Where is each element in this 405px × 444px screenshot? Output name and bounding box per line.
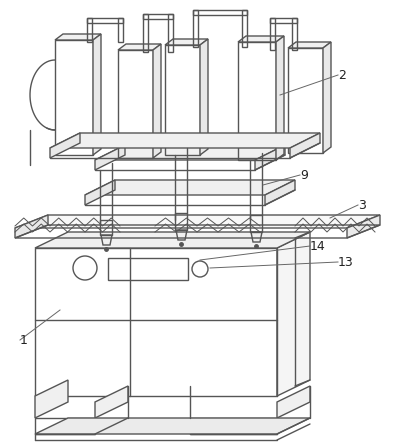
Polygon shape bbox=[347, 215, 380, 238]
Bar bbox=[143, 14, 173, 19]
Bar bbox=[55, 40, 93, 155]
Bar bbox=[87, 18, 123, 23]
Bar bbox=[118, 18, 123, 42]
Bar bbox=[100, 220, 112, 235]
Polygon shape bbox=[15, 215, 48, 238]
Bar bbox=[35, 248, 277, 396]
Text: 14: 14 bbox=[310, 239, 326, 253]
Polygon shape bbox=[276, 36, 284, 160]
Polygon shape bbox=[290, 133, 320, 158]
Polygon shape bbox=[118, 44, 161, 50]
Bar bbox=[238, 42, 276, 160]
Bar bbox=[108, 258, 188, 280]
Polygon shape bbox=[277, 386, 310, 418]
Polygon shape bbox=[95, 386, 128, 418]
Bar bbox=[168, 14, 173, 52]
Polygon shape bbox=[93, 34, 101, 155]
Bar bbox=[87, 18, 92, 42]
Text: 2: 2 bbox=[338, 68, 346, 82]
Bar bbox=[165, 45, 200, 155]
Polygon shape bbox=[238, 36, 284, 42]
Polygon shape bbox=[277, 232, 310, 396]
Polygon shape bbox=[165, 39, 208, 45]
Polygon shape bbox=[265, 180, 295, 205]
Polygon shape bbox=[50, 133, 320, 148]
Polygon shape bbox=[55, 34, 101, 40]
Polygon shape bbox=[95, 145, 125, 170]
Bar bbox=[118, 50, 153, 158]
Text: 13: 13 bbox=[338, 255, 354, 269]
Polygon shape bbox=[323, 42, 331, 153]
Bar bbox=[190, 418, 277, 434]
Polygon shape bbox=[200, 39, 208, 155]
Text: 9: 9 bbox=[300, 169, 308, 182]
Polygon shape bbox=[153, 44, 161, 158]
Polygon shape bbox=[35, 418, 310, 434]
Text: 1: 1 bbox=[20, 333, 28, 346]
Polygon shape bbox=[15, 215, 380, 228]
Polygon shape bbox=[95, 145, 285, 160]
Bar bbox=[175, 213, 187, 230]
Bar bbox=[35, 418, 95, 434]
Bar bbox=[270, 18, 275, 50]
Text: 3: 3 bbox=[358, 198, 366, 211]
Bar bbox=[193, 10, 247, 15]
Bar bbox=[292, 18, 297, 50]
Polygon shape bbox=[35, 232, 310, 248]
Polygon shape bbox=[85, 180, 115, 205]
Polygon shape bbox=[85, 180, 295, 195]
Bar bbox=[242, 10, 247, 47]
Bar bbox=[143, 14, 148, 52]
Bar bbox=[270, 18, 297, 23]
Bar bbox=[250, 215, 262, 232]
Polygon shape bbox=[288, 42, 331, 48]
Polygon shape bbox=[255, 145, 285, 170]
Bar bbox=[193, 10, 198, 47]
Polygon shape bbox=[50, 133, 80, 158]
Polygon shape bbox=[35, 380, 68, 418]
Bar bbox=[288, 48, 323, 153]
